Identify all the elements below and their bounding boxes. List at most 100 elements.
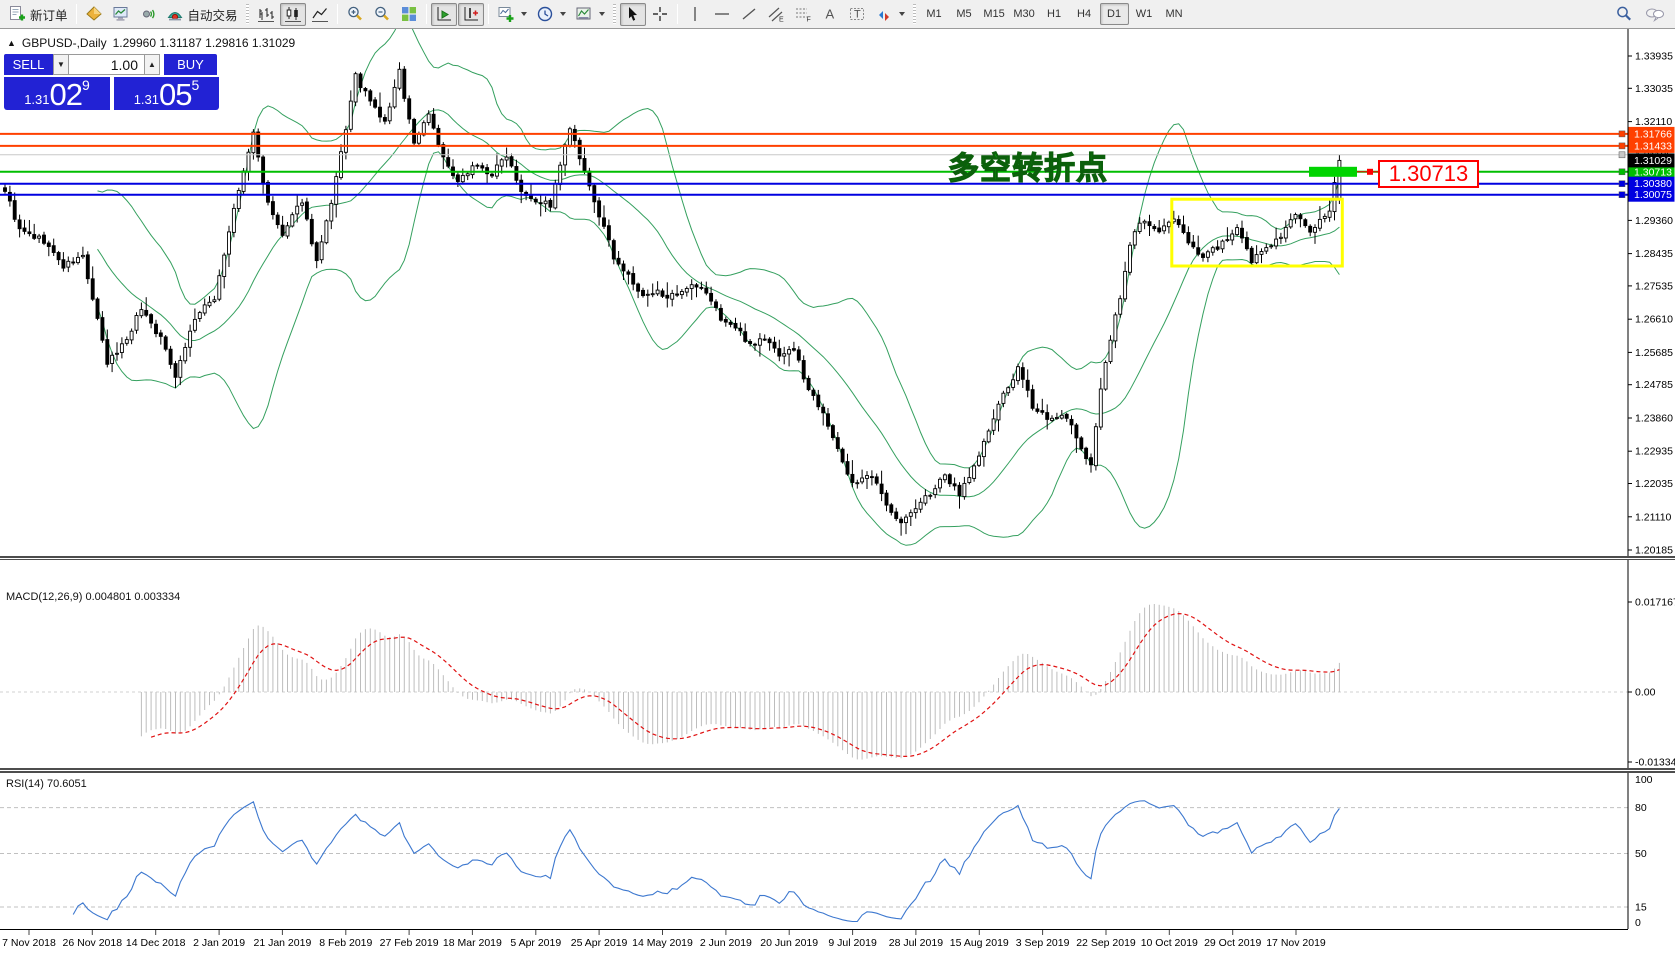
candlestick-chart-button[interactable] <box>279 2 306 26</box>
vertical-line-button[interactable] <box>682 3 708 26</box>
search-icon[interactable] <box>1615 5 1633 23</box>
arrows-button[interactable] <box>871 3 909 26</box>
fibonacci-button[interactable]: F <box>790 3 816 26</box>
zoom-out-icon <box>374 6 389 21</box>
sell-price-main: 02 <box>49 77 83 112</box>
cursor-button[interactable] <box>619 2 646 26</box>
date-axis[interactable]: 7 Nov 2018 26 Nov 2018 14 Dec 2018 2 Jan 20… <box>0 929 1675 954</box>
fibonacci-icon: F <box>795 8 810 23</box>
svg-text:100: 100 <box>1635 774 1653 786</box>
auto-scroll-button[interactable] <box>430 2 457 26</box>
chat-icon[interactable] <box>1645 5 1665 23</box>
svg-text:1.30075: 1.30075 <box>1634 189 1672 201</box>
toolbar-separator <box>336 4 338 24</box>
autotrading-button[interactable]: 自动交易 <box>162 3 242 26</box>
new-order-icon <box>10 6 25 21</box>
svg-text:1.22035: 1.22035 <box>1635 478 1673 490</box>
sell-button[interactable]: SELL <box>4 54 53 75</box>
price-callout-label[interactable]: 1.30713 <box>1378 159 1479 188</box>
tile-windows-button[interactable] <box>396 3 422 26</box>
trendline-button[interactable] <box>736 3 762 26</box>
svg-text:25 Apr 2019: 25 Apr 2019 <box>571 937 628 949</box>
periods-button[interactable] <box>532 3 570 26</box>
svg-text:1.28435: 1.28435 <box>1635 248 1673 260</box>
rsi-label: RSI(14) 70.6051 <box>6 778 87 790</box>
svg-text:0.017167: 0.017167 <box>1635 597 1675 609</box>
svg-text:0.00: 0.00 <box>1635 687 1656 699</box>
dropdown-caret <box>559 12 566 16</box>
chinese-annotation[interactable]: 多空转折点 <box>947 151 1108 187</box>
svg-text:14 Dec 2018: 14 Dec 2018 <box>126 937 186 949</box>
svg-text:7 Nov 2018: 7 Nov 2018 <box>2 937 56 949</box>
gold-diamond-icon <box>85 6 102 21</box>
one-click-trade-panel: SELL ▼ 1.00 ▲ BUY 1.31 02 9 1.31 05 5 <box>4 54 221 110</box>
tf-button-W1[interactable]: W1 <box>1135 8 1153 20</box>
line-chart-button[interactable] <box>307 3 333 26</box>
svg-text:1.20185: 1.20185 <box>1635 545 1673 557</box>
market-watch-button[interactable] <box>108 3 134 26</box>
svg-text:1.25685: 1.25685 <box>1635 347 1673 359</box>
tf-button-H1[interactable]: H1 <box>1047 8 1062 20</box>
tf-button-M1[interactable]: M1 <box>926 8 942 20</box>
text-button[interactable]: A <box>817 3 843 26</box>
svg-text:1.31029: 1.31029 <box>1634 155 1672 167</box>
toolbar-separator <box>487 4 489 24</box>
svg-text:1.30380: 1.30380 <box>1634 178 1672 190</box>
svg-text:1.27535: 1.27535 <box>1635 280 1673 292</box>
buy-price-display[interactable]: 1.31 05 5 <box>114 77 219 110</box>
add-indicator-icon <box>498 7 514 22</box>
svg-text:A: A <box>825 7 834 22</box>
templates-button[interactable] <box>571 3 609 26</box>
buy-price-pip: 5 <box>191 77 200 93</box>
ohlc-values: 1.29960 1.31187 1.29816 1.31029 <box>112 36 296 50</box>
svg-text:22 Sep 2019: 22 Sep 2019 <box>1076 937 1136 949</box>
svg-text:1.31766: 1.31766 <box>1634 128 1672 140</box>
svg-text:26 Nov 2018: 26 Nov 2018 <box>63 937 123 949</box>
zoom-out-button[interactable] <box>369 3 395 26</box>
tf-button-M5[interactable]: M5 <box>956 8 972 20</box>
tf-button-M15[interactable]: M15 <box>983 8 1005 20</box>
volume-decrease-button[interactable]: ▼ <box>53 54 69 75</box>
svg-text:10 Oct 2019: 10 Oct 2019 <box>1141 937 1198 949</box>
chart-shift-button[interactable] <box>457 2 484 26</box>
cursor-arrow-icon <box>628 7 637 21</box>
crosshair-button[interactable] <box>647 3 673 26</box>
volume-input[interactable]: 1.00 <box>69 54 144 75</box>
zoom-in-icon <box>347 6 362 21</box>
sell-price-display[interactable]: 1.31 02 9 <box>4 77 110 110</box>
equidistant-channel-button[interactable]: E <box>763 3 789 26</box>
volume-increase-button[interactable]: ▲ <box>144 54 160 75</box>
buy-price-main: 05 <box>159 77 192 112</box>
svg-text:1.23860: 1.23860 <box>1635 413 1673 425</box>
horizontal-line-button[interactable] <box>709 3 735 26</box>
buy-button[interactable]: BUY <box>164 54 217 75</box>
svg-text:18 Mar 2019: 18 Mar 2019 <box>443 937 502 949</box>
dropdown-caret <box>898 12 905 16</box>
svg-text:29 Oct 2019: 29 Oct 2019 <box>1204 937 1261 949</box>
collapse-panel-arrow[interactable]: ▲ <box>7 38 16 48</box>
zoom-in-button[interactable] <box>342 3 368 26</box>
bar-chart-button[interactable] <box>253 3 279 26</box>
tf-button-D1[interactable]: D1 <box>1099 3 1129 25</box>
rsi-pane[interactable]: 100 80 50 15 0 <box>0 773 1675 929</box>
pane-splitter-rsi[interactable] <box>0 768 1675 773</box>
tf-button-MN[interactable]: MN <box>1165 8 1183 20</box>
toolbar-right-group <box>1615 5 1671 23</box>
new-order-button[interactable]: 新订单 <box>4 3 72 26</box>
styles-button[interactable] <box>81 3 107 26</box>
macd-pane[interactable]: 0.017167 0.00 -0.013348 <box>0 560 1675 770</box>
indicators-button[interactable] <box>493 3 531 26</box>
dropdown-caret <box>520 12 527 16</box>
auto-scroll-icon <box>437 7 451 21</box>
tf-button-M30[interactable]: M30 <box>1013 8 1035 20</box>
tf-button-H4[interactable]: H4 <box>1077 8 1092 20</box>
svg-text:8 Feb 2019: 8 Feb 2019 <box>319 937 372 949</box>
alerts-button[interactable] <box>135 3 161 26</box>
svg-text:3 Sep 2019: 3 Sep 2019 <box>1016 937 1070 949</box>
svg-text:28 Jul 2019: 28 Jul 2019 <box>889 937 943 949</box>
monitor-chart-icon <box>113 7 128 21</box>
text-label-button[interactable]: T <box>844 3 870 26</box>
main-chart-pane[interactable]: 1.339351.330351.321101.311851.302601.293… <box>0 29 1675 557</box>
candlestick-icon <box>284 7 301 22</box>
